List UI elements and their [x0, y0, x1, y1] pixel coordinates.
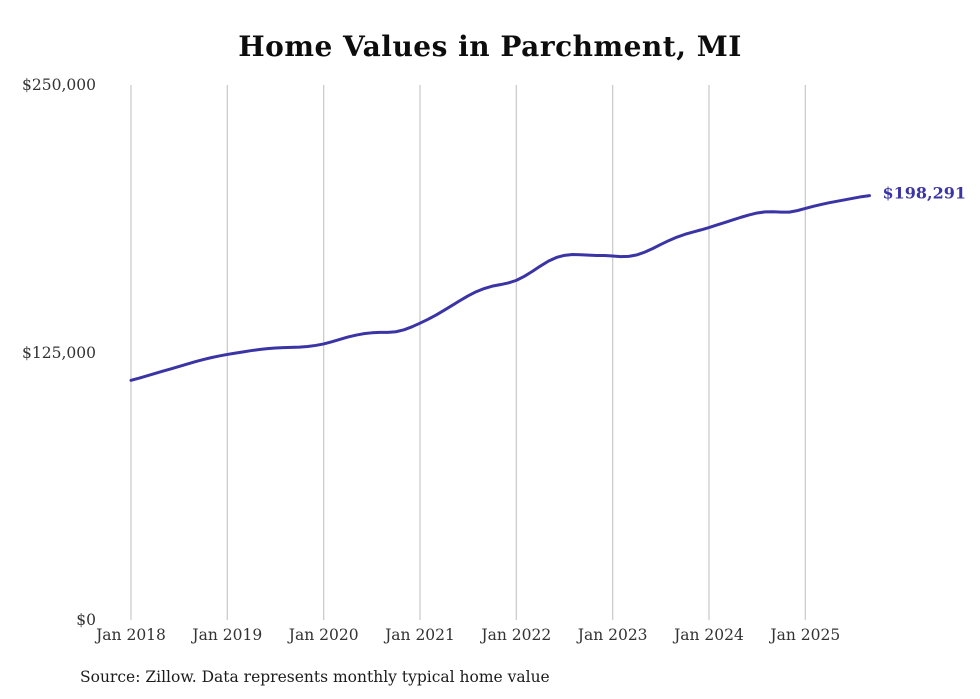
x-axis-tick-label: Jan 2019	[192, 626, 263, 644]
chart-title: Home Values in Parchment, MI	[238, 30, 742, 63]
series-end-value-label: $198,291	[882, 183, 967, 203]
x-axis-tick-label: Jan 2025	[770, 626, 841, 644]
x-axis-tick-label: Jan 2020	[288, 626, 359, 644]
y-axis-tick-label: $125,000	[22, 343, 96, 362]
x-axis-tick-label: Jan 2022	[481, 626, 552, 644]
y-axis-tick-label: $0	[76, 611, 96, 629]
x-axis-tick-label: Jan 2023	[577, 626, 648, 644]
source-note: Source: Zillow. Data represents monthly …	[80, 668, 550, 686]
x-axis-tick-label: Jan 2024	[674, 626, 744, 644]
home-value-series-line	[129, 194, 872, 382]
x-axis-tick-label: Jan 2018	[96, 626, 166, 644]
y-axis-tick-label: $250,000	[22, 76, 96, 94]
x-axis-tick-label: Jan 2021	[385, 626, 455, 644]
